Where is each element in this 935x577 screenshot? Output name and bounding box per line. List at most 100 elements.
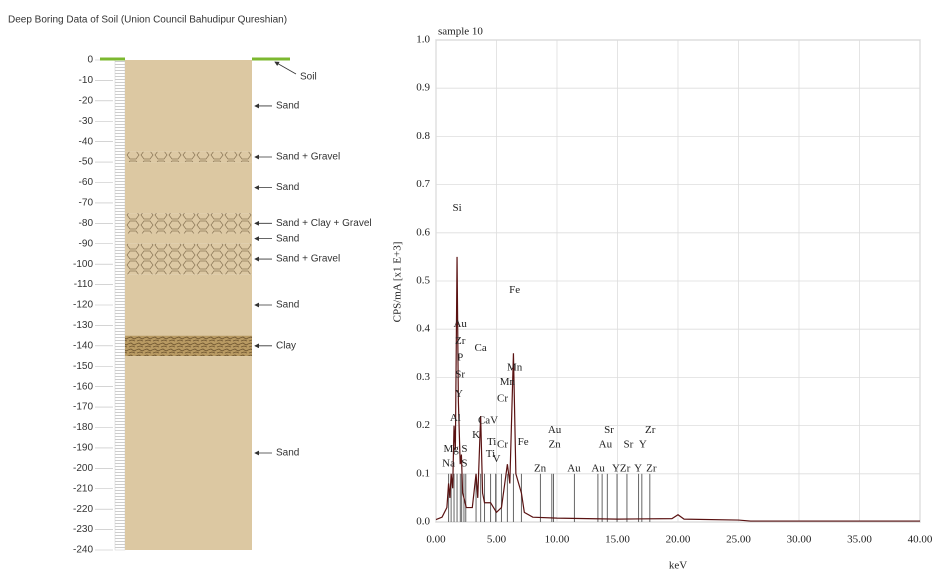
element-label: Cr	[497, 393, 508, 405]
layer	[125, 243, 252, 275]
element-label: Mn	[500, 376, 516, 388]
borehole-panel: Deep Boring Data of Soil (Union Council …	[8, 15, 372, 556]
depth-tick-label: -110	[74, 279, 94, 290]
element-label: Zn	[548, 438, 561, 450]
depth-tick-label: -10	[79, 75, 94, 86]
layer	[125, 151, 252, 163]
element-label: Zn	[534, 463, 547, 475]
layer-label: Sand + Gravel	[276, 152, 340, 163]
element-label: Cr	[497, 438, 508, 450]
layer	[125, 213, 252, 234]
x-tick-label: 20.00	[666, 534, 691, 546]
element-label: S	[461, 458, 467, 470]
depth-tick-label: -150	[73, 361, 93, 372]
depth-tick-label: -70	[79, 198, 94, 209]
element-label: K	[472, 429, 480, 441]
x-tick-label: 5.00	[487, 534, 507, 546]
depth-tick-label: -140	[73, 340, 93, 351]
layer-label: Sand	[276, 300, 299, 311]
element-label: YZr	[612, 463, 631, 475]
element-label: Y	[455, 388, 463, 400]
element-label: Mg	[443, 443, 459, 455]
y-tick-label: 0.0	[416, 516, 430, 528]
depth-tick-label: -210	[73, 483, 93, 494]
layer-label: Sand	[276, 182, 299, 193]
depth-tick-label: -30	[79, 116, 94, 127]
depth-tick-label: -120	[73, 300, 93, 311]
depth-tick-label: 0	[87, 55, 93, 66]
depth-tick-label: -220	[73, 504, 93, 515]
element-label: Mn	[507, 361, 523, 373]
depth-tick-label: -230	[73, 524, 93, 535]
element-label: Zr	[455, 335, 466, 347]
depth-tick-label: -90	[79, 238, 94, 249]
x-tick-label: 35.00	[847, 534, 872, 546]
element-label: Na	[442, 458, 455, 470]
depth-tick-label: -40	[79, 136, 94, 147]
x-tick-label: 10.00	[545, 534, 570, 546]
element-label: Y	[634, 463, 642, 475]
y-tick-label: 0.7	[416, 178, 430, 190]
element-label: Sr	[455, 369, 465, 381]
y-tick-label: 0.4	[416, 323, 430, 335]
element-label: S	[461, 443, 467, 455]
depth-tick-label: -200	[73, 463, 93, 474]
layer	[125, 162, 252, 214]
depth-tick-label: -20	[79, 95, 94, 106]
x-tick-label: 0.00	[426, 534, 446, 546]
surface-arrow	[274, 61, 297, 75]
depth-tick-label: -240	[73, 545, 93, 556]
depth-tick-label: -170	[73, 402, 93, 413]
layer	[125, 60, 252, 152]
x-tick-label: 30.00	[787, 534, 812, 546]
x-axis-label: keV	[669, 560, 687, 572]
element-label: Fe	[509, 284, 520, 296]
depth-tick-label: -80	[79, 218, 94, 229]
x-tick-label: 40.00	[908, 534, 933, 546]
element-label: Ca	[475, 342, 487, 354]
borehole-title: Deep Boring Data of Soil (Union Council …	[8, 15, 287, 26]
depth-tick-label: -100	[73, 259, 93, 270]
element-label: V	[493, 453, 501, 465]
layer-label: Sand	[276, 233, 299, 244]
depth-tick-label: -180	[73, 422, 93, 433]
element-label: Y	[639, 438, 647, 450]
element-label: CaV	[478, 414, 498, 426]
y-tick-label: 0.9	[416, 82, 430, 94]
element-label: Au	[548, 424, 562, 436]
chart-subtitle: sample 10	[438, 26, 483, 38]
depth-tick-label: -190	[73, 443, 93, 454]
element-label: Ti	[487, 436, 496, 448]
element-label: Au	[599, 438, 613, 450]
element-label: Zr	[646, 463, 657, 475]
layer-label: Sand	[276, 448, 299, 459]
y-tick-label: 0.8	[416, 130, 430, 142]
element-label: Au	[567, 463, 581, 475]
element-label: Au	[453, 318, 467, 330]
y-tick-label: 0.5	[416, 275, 430, 287]
x-tick-label: 25.00	[726, 534, 751, 546]
element-label: Al	[450, 412, 461, 424]
layer	[125, 356, 252, 550]
element-label: Ti	[486, 448, 495, 460]
element-label: P	[457, 352, 463, 364]
layer-label: Clay	[276, 340, 296, 351]
layer-label: Sand	[276, 101, 299, 112]
y-tick-label: 0.1	[416, 467, 430, 479]
surface-label: Soil	[300, 72, 317, 83]
element-label: Au	[591, 463, 605, 475]
depth-tick-label: -50	[79, 157, 94, 168]
x-tick-label: 15.00	[605, 534, 630, 546]
element-label: Fe	[518, 436, 529, 448]
layer-label: Sand + Gravel	[276, 254, 340, 265]
layer	[125, 335, 252, 357]
element-label: Zr	[645, 424, 656, 436]
depth-scale	[114, 59, 126, 551]
layer	[125, 274, 252, 336]
y-tick-label: 1.0	[416, 34, 430, 46]
y-axis-label: CPS/mA [x1 E+3]	[392, 242, 404, 323]
depth-tick-label: -60	[79, 177, 94, 188]
y-tick-label: 0.3	[416, 371, 430, 383]
y-tick-label: 0.6	[416, 226, 430, 238]
